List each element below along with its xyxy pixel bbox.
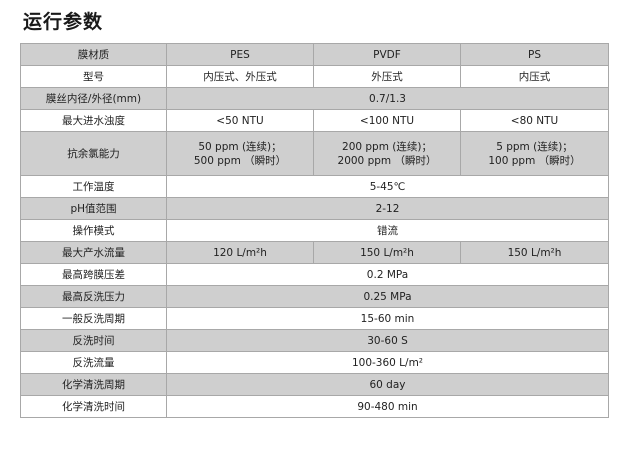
header-pvdf: PVDF (313, 43, 461, 66)
table-row: 化学清洗周期 60 day (20, 373, 609, 396)
table-row: 操作模式 错流 (20, 219, 609, 242)
row-label: pH值范围 (20, 197, 167, 220)
row-value: 内压式 (460, 65, 609, 88)
row-label: 反洗时间 (20, 329, 167, 352)
row-value: 2-12 (166, 197, 609, 220)
table-row: 型号 内压式、外压式 外压式 内压式 (20, 65, 609, 88)
table-row: 化学清洗时间 90-480 min (20, 395, 609, 418)
header-label: 膜材质 (20, 43, 167, 66)
row-value: 0.25 MPa (166, 285, 609, 308)
value-line: 100 ppm （瞬时） (488, 154, 581, 167)
row-label: 反洗流量 (20, 351, 167, 374)
table-row: 抗余氯能力 50 ppm (连续)； 500 ppm （瞬时） 200 ppm (连续… (20, 131, 609, 176)
row-label: 最大进水浊度 (20, 109, 167, 132)
row-value: 50 ppm (连续)； 500 ppm （瞬时） (166, 131, 314, 176)
row-label: 型号 (20, 65, 167, 88)
operating-parameters-table: 膜材质 PES PVDF PS 型号 内压式、外压式 外压式 内压式 膜丝内径/外径(m… (20, 43, 609, 418)
table-row: 反洗时间 30-60 S (20, 329, 609, 352)
table-row: 最高跨膜压差 0.2 MPa (20, 263, 609, 286)
table-header-row: 膜材质 PES PVDF PS (20, 43, 609, 66)
row-value: 100-360 L/m² (166, 351, 609, 374)
table-row: 最大进水浊度 <50 NTU <100 NTU <80 NTU (20, 109, 609, 132)
row-value: 90-480 min (166, 395, 609, 418)
row-value: 150 L/m²h (460, 241, 609, 264)
row-label: 一般反洗周期 (20, 307, 167, 330)
row-value: 15-60 min (166, 307, 609, 330)
value-line: 50 ppm (连续)； (198, 140, 282, 153)
row-value: 5 ppm (连续)； 100 ppm （瞬时） (460, 131, 609, 176)
row-label: 最大产水流量 (20, 241, 167, 264)
row-value: 5-45℃ (166, 175, 609, 198)
row-value: 200 ppm (连续)； 2000 ppm （瞬时） (313, 131, 461, 176)
row-label: 抗余氯能力 (20, 131, 167, 176)
row-value: 30-60 S (166, 329, 609, 352)
row-label: 最高跨膜压差 (20, 263, 167, 286)
table-row: 一般反洗周期 15-60 min (20, 307, 609, 330)
table-row: 工作温度 5-45℃ (20, 175, 609, 198)
row-value: 0.2 MPa (166, 263, 609, 286)
row-label: 工作温度 (20, 175, 167, 198)
value-line: 5 ppm (连续)； (496, 140, 573, 153)
value-line: 2000 ppm （瞬时） (337, 154, 437, 167)
row-value: 错流 (166, 219, 609, 242)
row-label: 化学清洗时间 (20, 395, 167, 418)
table-row: 反洗流量 100-360 L/m² (20, 351, 609, 374)
row-value: 外压式 (313, 65, 461, 88)
table-row: 最高反洗压力 0.25 MPa (20, 285, 609, 308)
row-value: <100 NTU (313, 109, 461, 132)
row-value: <50 NTU (166, 109, 314, 132)
row-label: 最高反洗压力 (20, 285, 167, 308)
value-line: 500 ppm （瞬时） (193, 154, 287, 167)
row-value: <80 NTU (460, 109, 609, 132)
row-value: 60 day (166, 373, 609, 396)
row-value: 150 L/m²h (313, 241, 461, 264)
header-pes: PES (166, 43, 314, 66)
header-ps: PS (460, 43, 609, 66)
row-value: 0.7/1.3 (166, 87, 609, 110)
row-value: 120 L/m²h (166, 241, 314, 264)
row-label: 操作模式 (20, 219, 167, 242)
table-row: 最大产水流量 120 L/m²h 150 L/m²h 150 L/m²h (20, 241, 609, 264)
row-label: 化学清洗周期 (20, 373, 167, 396)
table-row: 膜丝内径/外径(mm) 0.7/1.3 (20, 87, 609, 110)
table-row: pH值范围 2-12 (20, 197, 609, 220)
value-line: 200 ppm (连续)； (342, 140, 432, 153)
row-value: 内压式、外压式 (166, 65, 314, 88)
page-title: 运行参数 (23, 11, 104, 33)
row-label: 膜丝内径/外径(mm) (20, 87, 167, 110)
